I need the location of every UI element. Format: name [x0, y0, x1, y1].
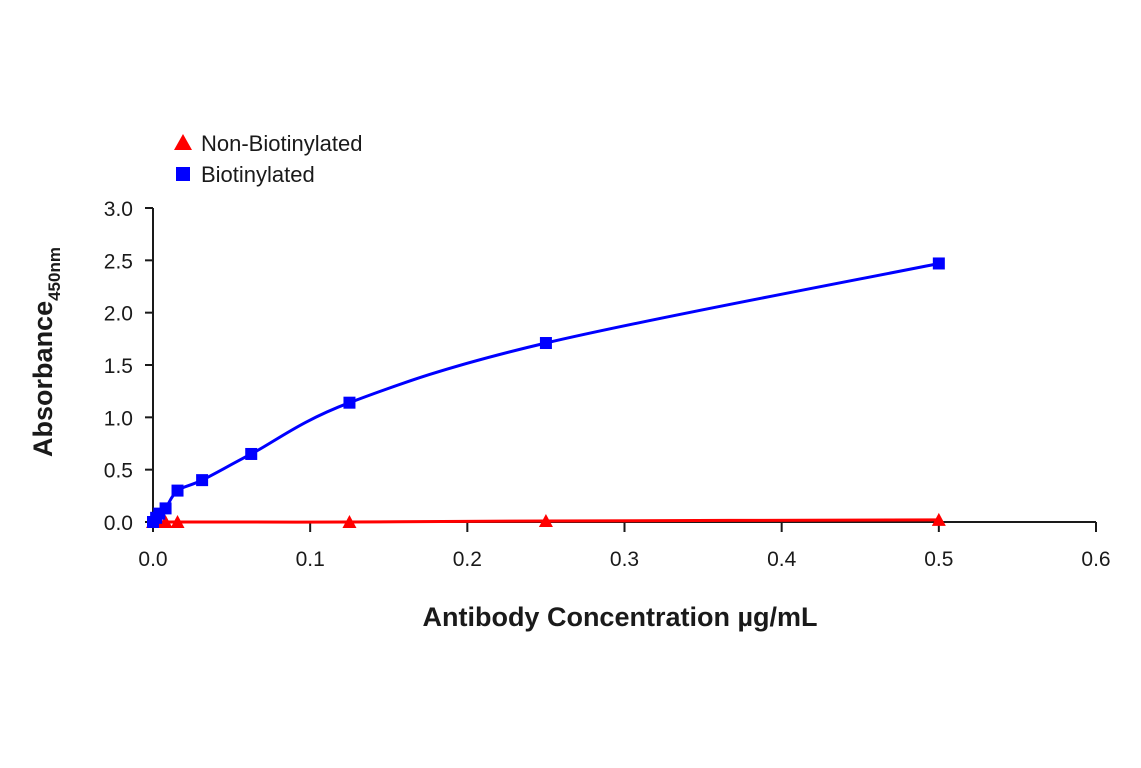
legend-marker-biotinylated: [176, 167, 190, 181]
data-point-biotinylated: [343, 396, 356, 409]
legend: Non-Biotinylated Biotinylated: [174, 131, 362, 187]
y-tick-label: 0.5: [104, 460, 133, 483]
y-axis-title: Absorbance450nm: [28, 247, 64, 457]
data-point-non-biotinylated: [158, 515, 173, 528]
x-tick-label: 0.6: [1081, 548, 1110, 571]
data-point-biotinylated: [932, 257, 945, 270]
y-axis-title-subscript: 450nm: [45, 247, 64, 301]
legend-marker-non-biotinylated: [174, 134, 192, 150]
x-tick-label: 0.3: [610, 548, 639, 571]
data-point-biotinylated: [245, 447, 258, 460]
data-point-non-biotinylated: [342, 515, 357, 528]
x-ticks: 0.0 0.1 0.2 0.3 0.4 0.5 0.6: [138, 522, 1111, 571]
data-point-non-biotinylated: [170, 515, 185, 528]
data-point-biotinylated: [159, 502, 172, 515]
x-tick-label: 0.5: [924, 548, 953, 571]
data-point-non-biotinylated: [931, 512, 946, 526]
y-ticks: 0.0 0.5 1.0 1.5 2.0 2.5 3.0: [104, 198, 153, 535]
axes: [152, 208, 1096, 523]
x-tick-label: 0.2: [453, 548, 482, 571]
y-tick-label: 1.5: [104, 355, 133, 378]
data-point-non-biotinylated: [538, 513, 553, 527]
y-tick-label: 1.0: [104, 407, 133, 430]
data-point-biotinylated: [171, 484, 184, 497]
y-tick-label: 3.0: [104, 198, 133, 221]
legend-label-biotinylated: Biotinylated: [201, 162, 315, 187]
y-tick-label: 2.0: [104, 303, 133, 326]
legend-label-non-biotinylated: Non-Biotinylated: [201, 131, 362, 156]
series: [146, 257, 946, 528]
y-tick-label: 2.5: [104, 250, 133, 273]
data-point-biotinylated: [196, 474, 209, 487]
x-tick-label: 0.1: [296, 548, 325, 571]
series-line-biotinylated: [151, 261, 941, 524]
y-tick-label: 0.0: [104, 512, 133, 535]
x-tick-label: 0.0: [138, 548, 167, 571]
x-tick-label: 0.4: [767, 548, 797, 571]
x-axis-title: Antibody Concentration µg/mL: [422, 602, 817, 632]
y-axis-title-main: Absorbance: [28, 301, 58, 457]
data-point-biotinylated: [539, 337, 552, 350]
